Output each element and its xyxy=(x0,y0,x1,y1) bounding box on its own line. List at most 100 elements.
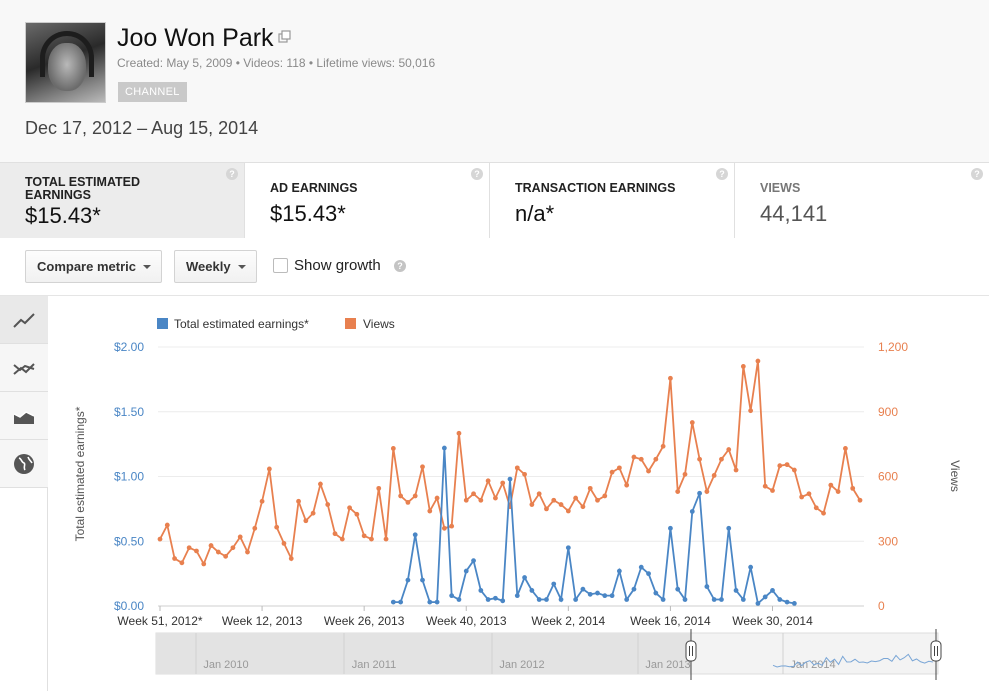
channel-name[interactable]: Joo Won Park xyxy=(117,24,274,52)
help-icon[interactable]: ? xyxy=(394,260,406,272)
date-range[interactable]: Dec 17, 2012 – Aug 15, 2014 xyxy=(25,118,259,138)
range-navigator[interactable]: Jan 2010 Jan 2011 Jan 2012 Jan 2013 Jan 2014 xyxy=(155,629,942,680)
views-point xyxy=(245,549,250,555)
views-point xyxy=(719,456,724,462)
show-growth-checkbox[interactable] xyxy=(273,258,288,273)
views-point xyxy=(616,465,622,471)
views-point xyxy=(791,467,797,473)
series-views[interactable] xyxy=(157,358,863,567)
views-point xyxy=(310,510,316,516)
y-axis-left: $0.00 $0.50 $1.00 $1.50 $2.00 xyxy=(114,340,144,613)
metric-card-views[interactable]: VIEWS 44,141 ? xyxy=(735,163,989,238)
metric-label: VIEWS xyxy=(760,181,801,195)
help-icon[interactable]: ? xyxy=(226,168,238,180)
views-point xyxy=(536,491,542,497)
earnings-point xyxy=(704,584,710,589)
avatar-face xyxy=(48,43,86,91)
earnings-point xyxy=(514,593,520,599)
y-left-tick-label: $0.00 xyxy=(114,599,144,613)
help-icon[interactable]: ? xyxy=(471,168,483,180)
earnings-point xyxy=(449,593,455,599)
chart-controls: Compare metric Weekly Show growth ? xyxy=(0,238,989,296)
legend-views-label[interactable]: Views xyxy=(363,317,395,331)
views-point xyxy=(383,536,389,542)
earnings-point xyxy=(689,509,695,514)
views-line xyxy=(159,360,861,566)
area-chart-button[interactable] xyxy=(0,392,48,440)
series-earnings[interactable] xyxy=(390,445,797,606)
metric-label: TOTAL ESTIMATED EARNINGS xyxy=(25,175,141,202)
views-point xyxy=(420,464,425,470)
earnings-point xyxy=(668,525,673,531)
help-icon[interactable]: ? xyxy=(716,168,728,180)
views-point xyxy=(558,502,564,507)
compare-metric-label: Compare metric xyxy=(37,259,136,274)
metric-card-ad-earnings[interactable]: AD EARNINGS $15.43* ? xyxy=(245,163,490,238)
channel-avatar[interactable] xyxy=(25,22,106,103)
views-point xyxy=(784,462,790,468)
views-point xyxy=(726,447,732,452)
interval-dropdown[interactable]: Weekly xyxy=(174,250,257,283)
chart-type-sidebar xyxy=(0,296,48,691)
views-point xyxy=(493,495,498,501)
metric-card-transaction-earnings[interactable]: TRANSACTION EARNINGS n/a* ? xyxy=(490,163,735,238)
earnings-point xyxy=(551,581,557,587)
views-point xyxy=(595,497,600,503)
globe-map-icon xyxy=(14,454,34,474)
earnings-point xyxy=(624,597,630,602)
area-chart-icon xyxy=(13,411,35,424)
earnings-point xyxy=(456,597,462,602)
views-point xyxy=(405,500,411,505)
multi-line-chart-button[interactable] xyxy=(0,344,48,392)
navigator-handle xyxy=(930,640,942,662)
views-point xyxy=(689,420,695,425)
views-point xyxy=(544,506,549,512)
earnings-point xyxy=(558,597,564,602)
compare-metric-button[interactable]: Compare metric xyxy=(25,250,162,283)
map-button[interactable] xyxy=(0,440,48,488)
navigator-label: Jan 2013 xyxy=(645,659,690,671)
views-point xyxy=(164,522,170,528)
channel-badge: CHANNEL xyxy=(118,82,187,102)
y-axis-right: 0 300 600 900 1,200 xyxy=(878,340,908,613)
earnings-point xyxy=(405,577,411,583)
earnings-point xyxy=(770,588,775,593)
earnings-point xyxy=(471,558,476,564)
views-point xyxy=(500,480,506,486)
views-point xyxy=(179,560,185,566)
navigator-label: Jan 2012 xyxy=(499,659,544,671)
metric-value: n/a* xyxy=(515,201,555,226)
legend-swatch-earnings xyxy=(157,318,168,329)
earnings-point xyxy=(573,597,579,602)
earnings-views-chart[interactable]: Total estimated earnings* Views $0.00 $0.… xyxy=(48,296,989,691)
earnings-point xyxy=(507,476,513,482)
y-left-tick-label: $0.50 xyxy=(114,534,144,548)
views-point xyxy=(638,456,644,462)
views-point xyxy=(354,511,360,517)
earnings-point xyxy=(697,490,702,496)
chart-legend[interactable]: Total estimated earnings* Views xyxy=(157,317,395,331)
help-icon[interactable]: ? xyxy=(971,168,983,180)
views-point xyxy=(347,505,352,511)
line-chart-button[interactable] xyxy=(0,296,48,344)
views-point xyxy=(514,465,520,471)
navigator-unselected-area xyxy=(156,633,691,674)
earnings-point xyxy=(646,571,651,577)
y-left-tick-label: $2.00 xyxy=(114,340,144,354)
earnings-point xyxy=(784,599,790,605)
earnings-point xyxy=(544,597,549,602)
earnings-point xyxy=(441,445,447,451)
show-growth-label[interactable]: Show growth xyxy=(294,257,381,274)
metric-card-total-earnings[interactable]: TOTAL ESTIMATED EARNINGS $15.43* ? xyxy=(0,163,245,238)
earnings-point xyxy=(740,597,746,602)
chevron-down-icon xyxy=(143,265,151,269)
views-point xyxy=(697,456,702,462)
legend-earnings-label[interactable]: Total estimated earnings* xyxy=(174,317,309,331)
earnings-point xyxy=(755,601,761,606)
views-point xyxy=(237,534,243,540)
earnings-point xyxy=(398,599,404,605)
earnings-point xyxy=(777,597,783,602)
external-link-icon[interactable] xyxy=(278,30,291,43)
earnings-point xyxy=(595,590,600,596)
channel-meta: Created: May 5, 2009 • Videos: 118 • Lif… xyxy=(117,56,436,70)
